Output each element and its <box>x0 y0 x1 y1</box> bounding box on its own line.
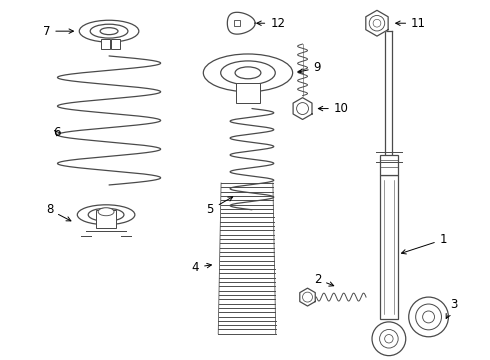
Text: 3: 3 <box>446 297 457 319</box>
Circle shape <box>416 304 441 330</box>
Text: 8: 8 <box>46 203 71 221</box>
Text: 9: 9 <box>298 61 321 75</box>
Ellipse shape <box>235 67 261 79</box>
Circle shape <box>372 322 406 356</box>
Ellipse shape <box>90 24 128 38</box>
Ellipse shape <box>100 28 118 35</box>
FancyBboxPatch shape <box>380 155 398 175</box>
Ellipse shape <box>220 61 275 85</box>
Circle shape <box>409 297 448 337</box>
Circle shape <box>369 15 385 31</box>
Circle shape <box>380 329 398 348</box>
Text: 6: 6 <box>53 126 60 139</box>
Polygon shape <box>300 288 315 306</box>
FancyBboxPatch shape <box>236 83 260 103</box>
Text: 7: 7 <box>43 24 74 38</box>
Polygon shape <box>366 10 388 36</box>
Text: 2: 2 <box>314 273 334 286</box>
Ellipse shape <box>203 54 293 92</box>
Ellipse shape <box>98 208 114 216</box>
Text: 5: 5 <box>207 197 233 216</box>
Text: 12: 12 <box>257 17 285 30</box>
Circle shape <box>373 19 381 27</box>
Text: 10: 10 <box>318 102 349 115</box>
FancyBboxPatch shape <box>96 210 116 228</box>
FancyBboxPatch shape <box>380 175 398 319</box>
Circle shape <box>302 292 313 302</box>
Circle shape <box>422 311 435 323</box>
FancyBboxPatch shape <box>234 20 240 26</box>
Ellipse shape <box>79 20 139 42</box>
Text: 4: 4 <box>192 261 211 274</box>
Polygon shape <box>293 98 312 120</box>
Text: 11: 11 <box>396 17 426 30</box>
FancyBboxPatch shape <box>101 39 110 49</box>
Text: 1: 1 <box>401 233 447 254</box>
Circle shape <box>296 103 309 114</box>
Ellipse shape <box>77 205 135 225</box>
Circle shape <box>385 334 393 343</box>
Polygon shape <box>227 12 255 34</box>
FancyBboxPatch shape <box>111 39 120 49</box>
Ellipse shape <box>88 208 124 221</box>
